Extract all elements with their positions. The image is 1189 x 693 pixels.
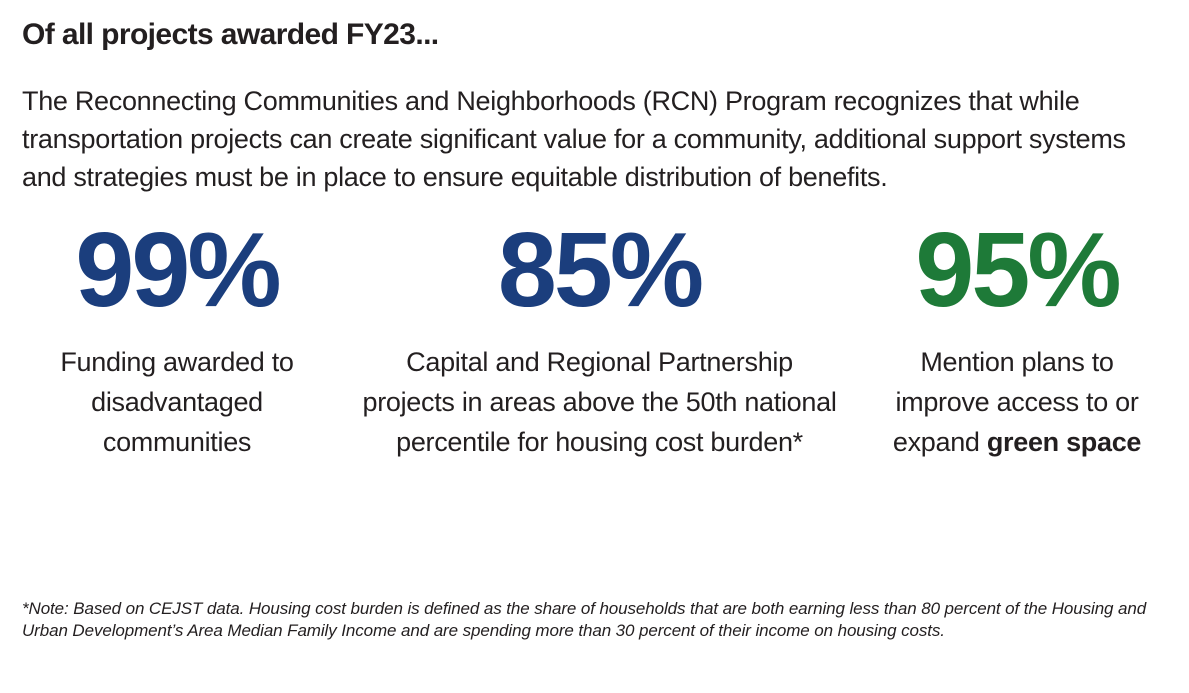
stat-caption-green-space-text: Mention plans to improve access to or ex… — [892, 347, 1139, 457]
stat-value-green-space: 95% — [915, 211, 1121, 329]
stat-caption-funding: Funding awarded to disadvantaged communi… — [60, 347, 294, 457]
stat-value-housing: 85% — [497, 211, 704, 329]
stat-funding-disadvantaged: 99% Funding awarded to disadvantaged com… — [22, 211, 332, 462]
stat-green-space: 95% Mention plans to improve access to o… — [867, 211, 1167, 462]
stat-value-funding: 99% — [75, 211, 281, 329]
footnote: *Note: Based on CEJST data. Housing cost… — [22, 599, 1147, 640]
stat-caption-green-space: Mention plans to improve access to or ex… — [891, 342, 1143, 462]
stat-caption-green-space-bold: green space — [986, 427, 1142, 457]
stats-row: 99% Funding awarded to disadvantaged com… — [22, 211, 1167, 462]
stat-caption-housing: Capital and Regional Partnership project… — [362, 347, 837, 457]
page-title: Of all projects awarded FY23... — [22, 18, 439, 51]
stat-housing-cost-burden: 85% Capital and Regional Partnership pro… — [332, 211, 867, 462]
intro-paragraph: The Reconnecting Communities and Neighbo… — [22, 86, 1126, 192]
